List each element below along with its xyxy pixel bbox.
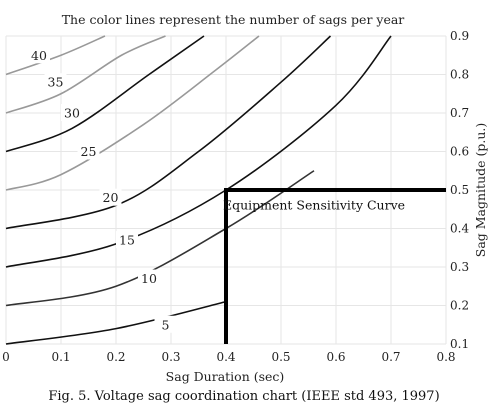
figure-caption: Fig. 5. Voltage sag coordination chart (… <box>48 389 439 404</box>
sag-count-lines <box>5 35 392 345</box>
sag-label-10: 10 <box>141 271 157 286</box>
sag-line-10 <box>5 170 315 307</box>
x-axis-label: Sag Duration (sec) <box>166 369 285 384</box>
x-tick-label: 0.8 <box>436 350 455 364</box>
sag-label-bg-40 <box>28 46 50 64</box>
x-tick-label: 0.7 <box>381 350 400 364</box>
sag-label-bg-10 <box>138 269 160 287</box>
y-tick-label: 0.5 <box>450 183 469 197</box>
x-tick-label: 0.2 <box>106 350 125 364</box>
sag-label-bg-5 <box>154 315 177 333</box>
y-axis-label: Sag Magnitude (p.u.) <box>473 123 488 258</box>
sag-line-25 <box>5 35 260 191</box>
y-tick-labels: 0.1 0.2 0.3 0.4 0.5 0.6 0.7 0.8 0.9 <box>450 29 469 351</box>
sag-line-40 <box>5 35 106 76</box>
y-tick-label: 0.3 <box>450 260 469 274</box>
x-tick-label: 0.5 <box>271 350 290 364</box>
equipment-sensitivity-curve <box>224 188 446 344</box>
y-tick-label: 0.1 <box>450 337 469 351</box>
y-tick-label: 0.6 <box>450 145 469 159</box>
y-tick-label: 0.9 <box>450 29 469 43</box>
sag-label-bg-20 <box>99 188 122 206</box>
equipment-curve-label: Equipment Sensitivity Curve <box>223 197 405 212</box>
y-tick-label: 0.7 <box>450 106 469 120</box>
x-tick-label: 0 <box>2 350 10 364</box>
sag-line-5 <box>5 300 227 345</box>
x-tick-label: 0.4 <box>216 350 235 364</box>
sag-label-35: 35 <box>48 75 64 90</box>
y-tick-label: 0.2 <box>450 299 469 313</box>
chart-title: The color lines represent the number of … <box>62 12 405 27</box>
sag-label-15: 15 <box>119 233 135 248</box>
sag-label-bg-30 <box>61 104 83 121</box>
x-tick-label: 0.3 <box>161 350 180 364</box>
y-tick-label: 0.8 <box>450 68 469 82</box>
y-tick-label: 0.4 <box>450 222 469 236</box>
sag-label-bg-25 <box>77 142 100 160</box>
sag-label-40: 40 <box>31 48 47 63</box>
x-tick-labels: 0 0.1 0.2 0.3 0.4 0.5 0.6 0.7 0.8 <box>2 350 455 364</box>
x-tick-label: 0.1 <box>51 350 70 364</box>
sag-line-20 <box>5 35 332 230</box>
sag-line-30 <box>5 35 205 153</box>
sag-label-20: 20 <box>103 190 119 205</box>
sag-label-30: 30 <box>64 106 80 121</box>
x-tick-label: 0.6 <box>326 350 345 364</box>
sag-label-bg-35 <box>44 73 67 91</box>
sag-label-5: 5 <box>162 317 170 332</box>
sag-line-35 <box>5 35 166 114</box>
equipment-sensitivity-curve-group: Equipment Sensitivity Curve <box>223 188 446 344</box>
sag-label-bg-15 <box>116 231 138 249</box>
sag-label-25: 25 <box>81 144 97 159</box>
